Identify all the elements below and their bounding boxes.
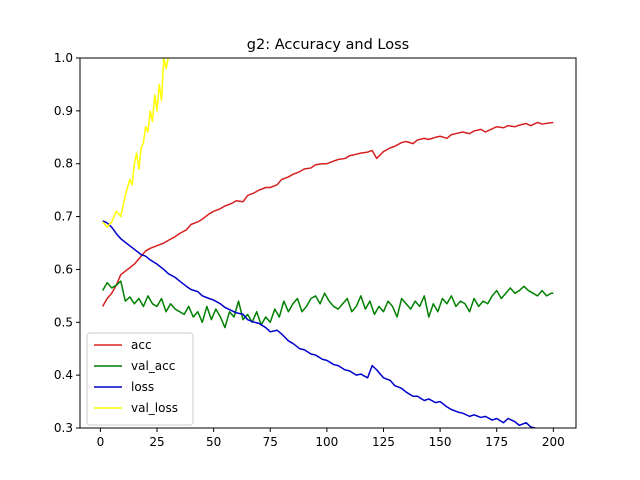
legend-label-val-acc: val_acc [131,359,175,373]
series-line-acc [101,121,554,307]
x-tick-label: 0 [97,435,105,449]
x-tick-label: 175 [485,435,508,449]
x-tick-label: 125 [372,435,395,449]
series-layer [101,58,554,428]
x-tick-label: 200 [542,435,565,449]
legend-label-val-loss: val_loss [131,401,178,415]
plot-frame [79,57,577,429]
y-tick-label: 0.5 [54,315,73,329]
y-tick-label: 0.3 [54,421,73,435]
x-tick-label: 75 [263,435,278,449]
x-tick-label: 50 [206,435,221,449]
y-tick-label: 0.8 [54,157,73,171]
chart-title: g2: Accuracy and Loss [247,37,409,53]
x-tick-label: 150 [429,435,452,449]
x-axis: 0 25 50 75 100 125 150 175 200 [97,428,565,449]
series-line-val-loss [102,58,170,228]
series-line-loss [102,220,536,428]
y-axis: 0.3 0.4 0.5 0.6 0.7 0.8 0.9 1.0 [54,51,80,435]
x-tick-label: 25 [149,435,164,449]
legend-label-loss: loss [131,380,154,394]
x-tick-label: 100 [315,435,338,449]
y-tick-label: 0.7 [54,210,73,224]
y-tick-label: 0.6 [54,262,73,276]
y-tick-label: 1.0 [54,51,73,65]
y-tick-label: 0.9 [54,104,73,118]
legend-label-acc: acc [131,338,152,352]
y-tick-label: 0.4 [54,368,73,382]
legend-box [86,332,194,426]
series-line-val-acc [101,280,554,329]
